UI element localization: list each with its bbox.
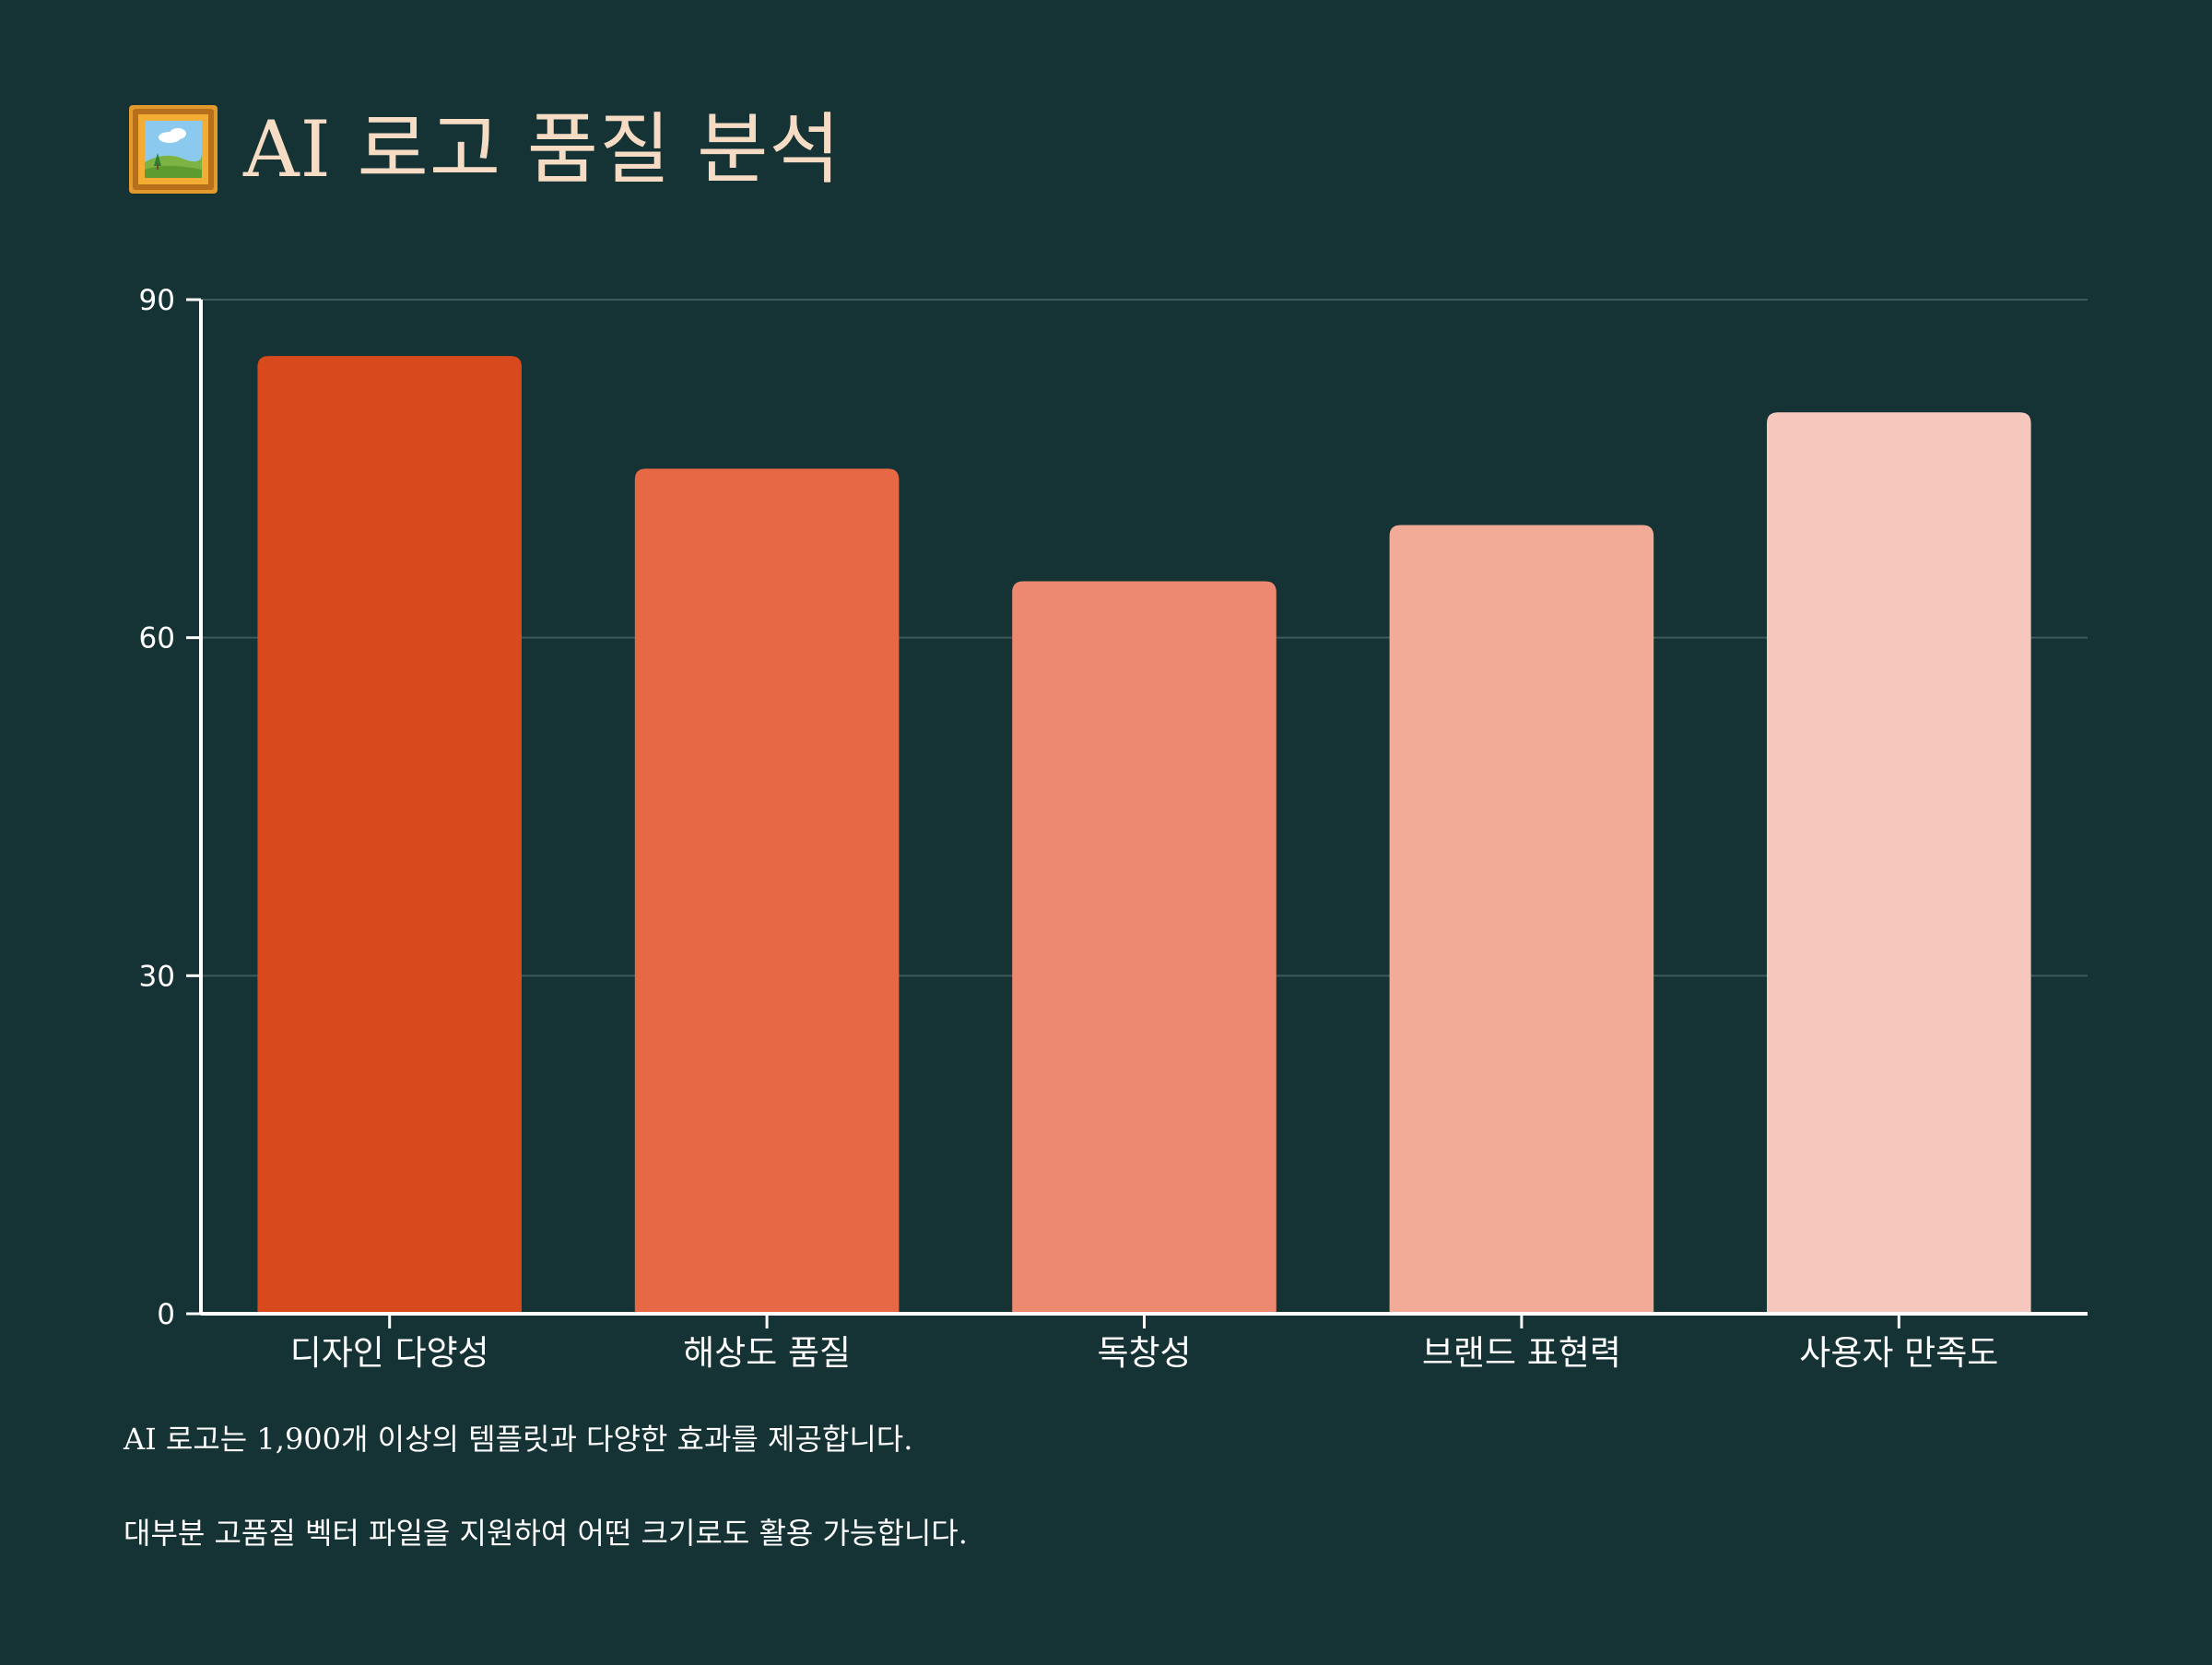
bar-5 bbox=[1767, 412, 2031, 1314]
note-templates: AI 로고는 1,900개 이상의 템플릿과 다양한 효과를 제공합니다. bbox=[124, 1422, 913, 1457]
bar-2 bbox=[634, 468, 900, 1314]
x-tick-label: 브랜드 표현력 bbox=[1422, 1333, 1621, 1373]
bars bbox=[257, 356, 2031, 1315]
x-tick-label: 디자인 다양성 bbox=[290, 1333, 489, 1373]
note-vector: 대부분 고품질 벡터 파일을 지원하여 어떤 크기로도 활용 가능합니다. bbox=[124, 1516, 968, 1551]
y-tick-label: 0 bbox=[157, 1298, 175, 1331]
x-tick-label: 해상도 품질 bbox=[683, 1333, 851, 1373]
bar-4 bbox=[1389, 525, 1654, 1314]
y-tick-label: 90 bbox=[139, 284, 175, 317]
y-tick-label: 60 bbox=[139, 622, 175, 655]
tick-labels: 0 30 60 90 디자인 다양성 해상도 품질 독창성 브랜드 표현력 사용자 만족도 bbox=[139, 284, 1999, 1373]
bar-3 bbox=[1012, 581, 1277, 1314]
y-tick-label: 30 bbox=[139, 960, 175, 993]
bar-1 bbox=[257, 356, 522, 1315]
x-tick-label: 사용자 만족도 bbox=[1799, 1333, 1998, 1373]
framed-picture-icon bbox=[129, 105, 218, 194]
axes bbox=[186, 298, 2088, 1328]
title-row: AI 로고 품질 분석 bbox=[129, 90, 841, 208]
chart-title: AI 로고 품질 분석 bbox=[243, 104, 841, 195]
x-tick-label: 독창성 bbox=[1097, 1333, 1191, 1373]
